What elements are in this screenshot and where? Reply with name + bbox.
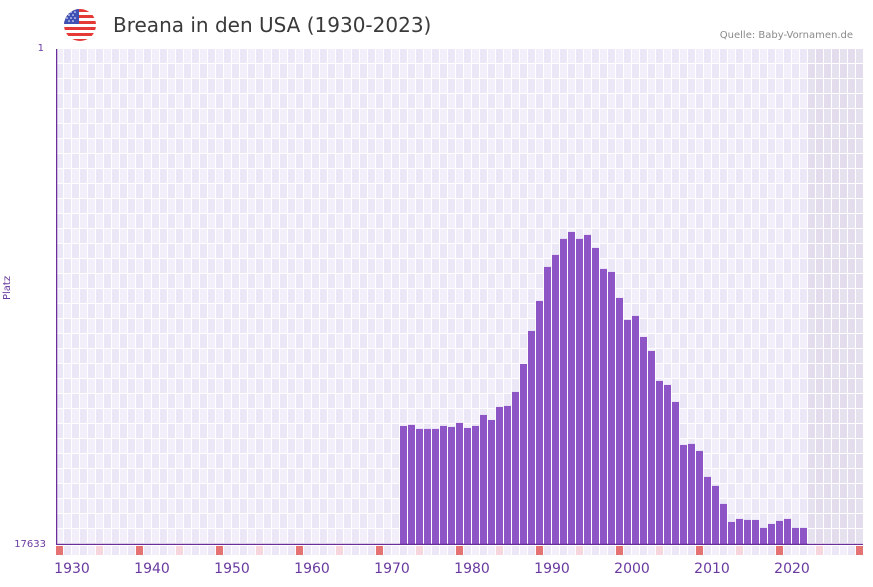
chart-plot-area — [56, 49, 863, 545]
bar-1973[interactable] — [416, 428, 423, 545]
bar-2012[interactable] — [728, 521, 735, 545]
bar-1996[interactable] — [600, 268, 607, 545]
bar-1985[interactable] — [512, 391, 519, 545]
x-tick-1990: 1990 — [534, 561, 570, 577]
bar-2011[interactable] — [720, 503, 727, 545]
year-marker-strip — [56, 546, 863, 555]
chart-title: Breana in den USA (1930-2023) — [113, 13, 432, 37]
bar-1988[interactable] — [536, 300, 543, 545]
bar-1980[interactable] — [472, 425, 479, 545]
us-flag-icon — [64, 9, 96, 41]
bar-1971[interactable] — [400, 425, 407, 545]
bar-chart — [56, 49, 863, 545]
x-tick-2000: 2000 — [614, 561, 650, 577]
x-tick-2020: 2020 — [774, 561, 810, 577]
bar-2008[interactable] — [696, 450, 703, 545]
bar-2006[interactable] — [680, 444, 687, 545]
x-tick-1980: 1980 — [454, 561, 490, 577]
bar-1989[interactable] — [544, 266, 551, 545]
bar-2000[interactable] — [632, 315, 639, 545]
bar-2003[interactable] — [656, 380, 663, 545]
bar-1983[interactable] — [496, 406, 503, 545]
bar-1976[interactable] — [440, 425, 447, 545]
bar-1972[interactable] — [408, 424, 415, 545]
x-tick-1970: 1970 — [374, 561, 410, 577]
bar-1977[interactable] — [448, 426, 455, 545]
bar-1975[interactable] — [432, 428, 439, 545]
x-tick-2010: 2010 — [694, 561, 730, 577]
y-axis-title: Platz — [2, 275, 13, 300]
bar-2016[interactable] — [760, 527, 767, 545]
bar-1990[interactable] — [552, 254, 559, 545]
bar-1991[interactable] — [560, 238, 567, 545]
bar-2015[interactable] — [752, 519, 759, 545]
bar-2019[interactable] — [784, 518, 791, 545]
bar-2004[interactable] — [664, 384, 671, 545]
bar-2021[interactable] — [800, 527, 807, 545]
bar-1993[interactable] — [576, 238, 583, 545]
bar-1994[interactable] — [584, 234, 591, 545]
bar-1992[interactable] — [568, 231, 575, 545]
bar-2001[interactable] — [640, 336, 647, 545]
bar-1982[interactable] — [488, 419, 495, 545]
bar-1978[interactable] — [456, 422, 463, 545]
bar-1979[interactable] — [464, 427, 471, 545]
bar-2013[interactable] — [736, 518, 743, 545]
bar-1987[interactable] — [528, 330, 535, 545]
bar-2017[interactable] — [768, 523, 775, 545]
y-tick-bottom: 17633 — [14, 539, 46, 550]
bar-2002[interactable] — [648, 350, 655, 545]
bar-1984[interactable] — [504, 405, 511, 545]
bar-2009[interactable] — [704, 476, 711, 545]
bar-1981[interactable] — [480, 414, 487, 545]
bar-1999[interactable] — [624, 319, 631, 545]
bar-1997[interactable] — [608, 271, 615, 545]
bar-2005[interactable] — [672, 401, 679, 545]
bar-2014[interactable] — [744, 519, 751, 545]
x-tick-1960: 1960 — [294, 561, 330, 577]
bar-1974[interactable] — [424, 428, 431, 545]
source-credit: Quelle: Baby-Vornamen.de — [719, 30, 853, 41]
y-tick-top: 1 — [37, 43, 44, 54]
bar-1995[interactable] — [592, 247, 599, 545]
x-tick-1940: 1940 — [134, 561, 170, 577]
bar-1998[interactable] — [616, 297, 623, 545]
x-tick-1930: 1930 — [54, 561, 90, 577]
bar-1986[interactable] — [520, 363, 527, 545]
bar-2020[interactable] — [792, 527, 799, 545]
bar-2018[interactable] — [776, 520, 783, 545]
bar-2010[interactable] — [712, 485, 719, 545]
x-tick-1950: 1950 — [214, 561, 250, 577]
bar-2007[interactable] — [688, 443, 695, 545]
